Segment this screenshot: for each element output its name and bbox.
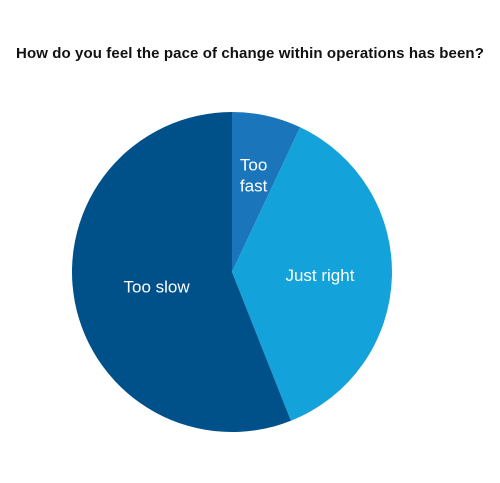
pie-slices	[72, 112, 393, 432]
pie-label-too-fast: Too fast	[240, 156, 268, 196]
chart-title: How do you feel the pace of change withi…	[16, 45, 484, 62]
pie-labels: Too fast Just right Too slow	[123, 156, 354, 297]
pie-label-just-right: Just right	[285, 266, 354, 285]
pie-slice-just-right	[232, 127, 393, 421]
pie-slice-too-slow	[72, 112, 291, 432]
pie-label-too-slow: Too slow	[123, 277, 190, 296]
pie-slice-too-fast	[232, 112, 301, 272]
